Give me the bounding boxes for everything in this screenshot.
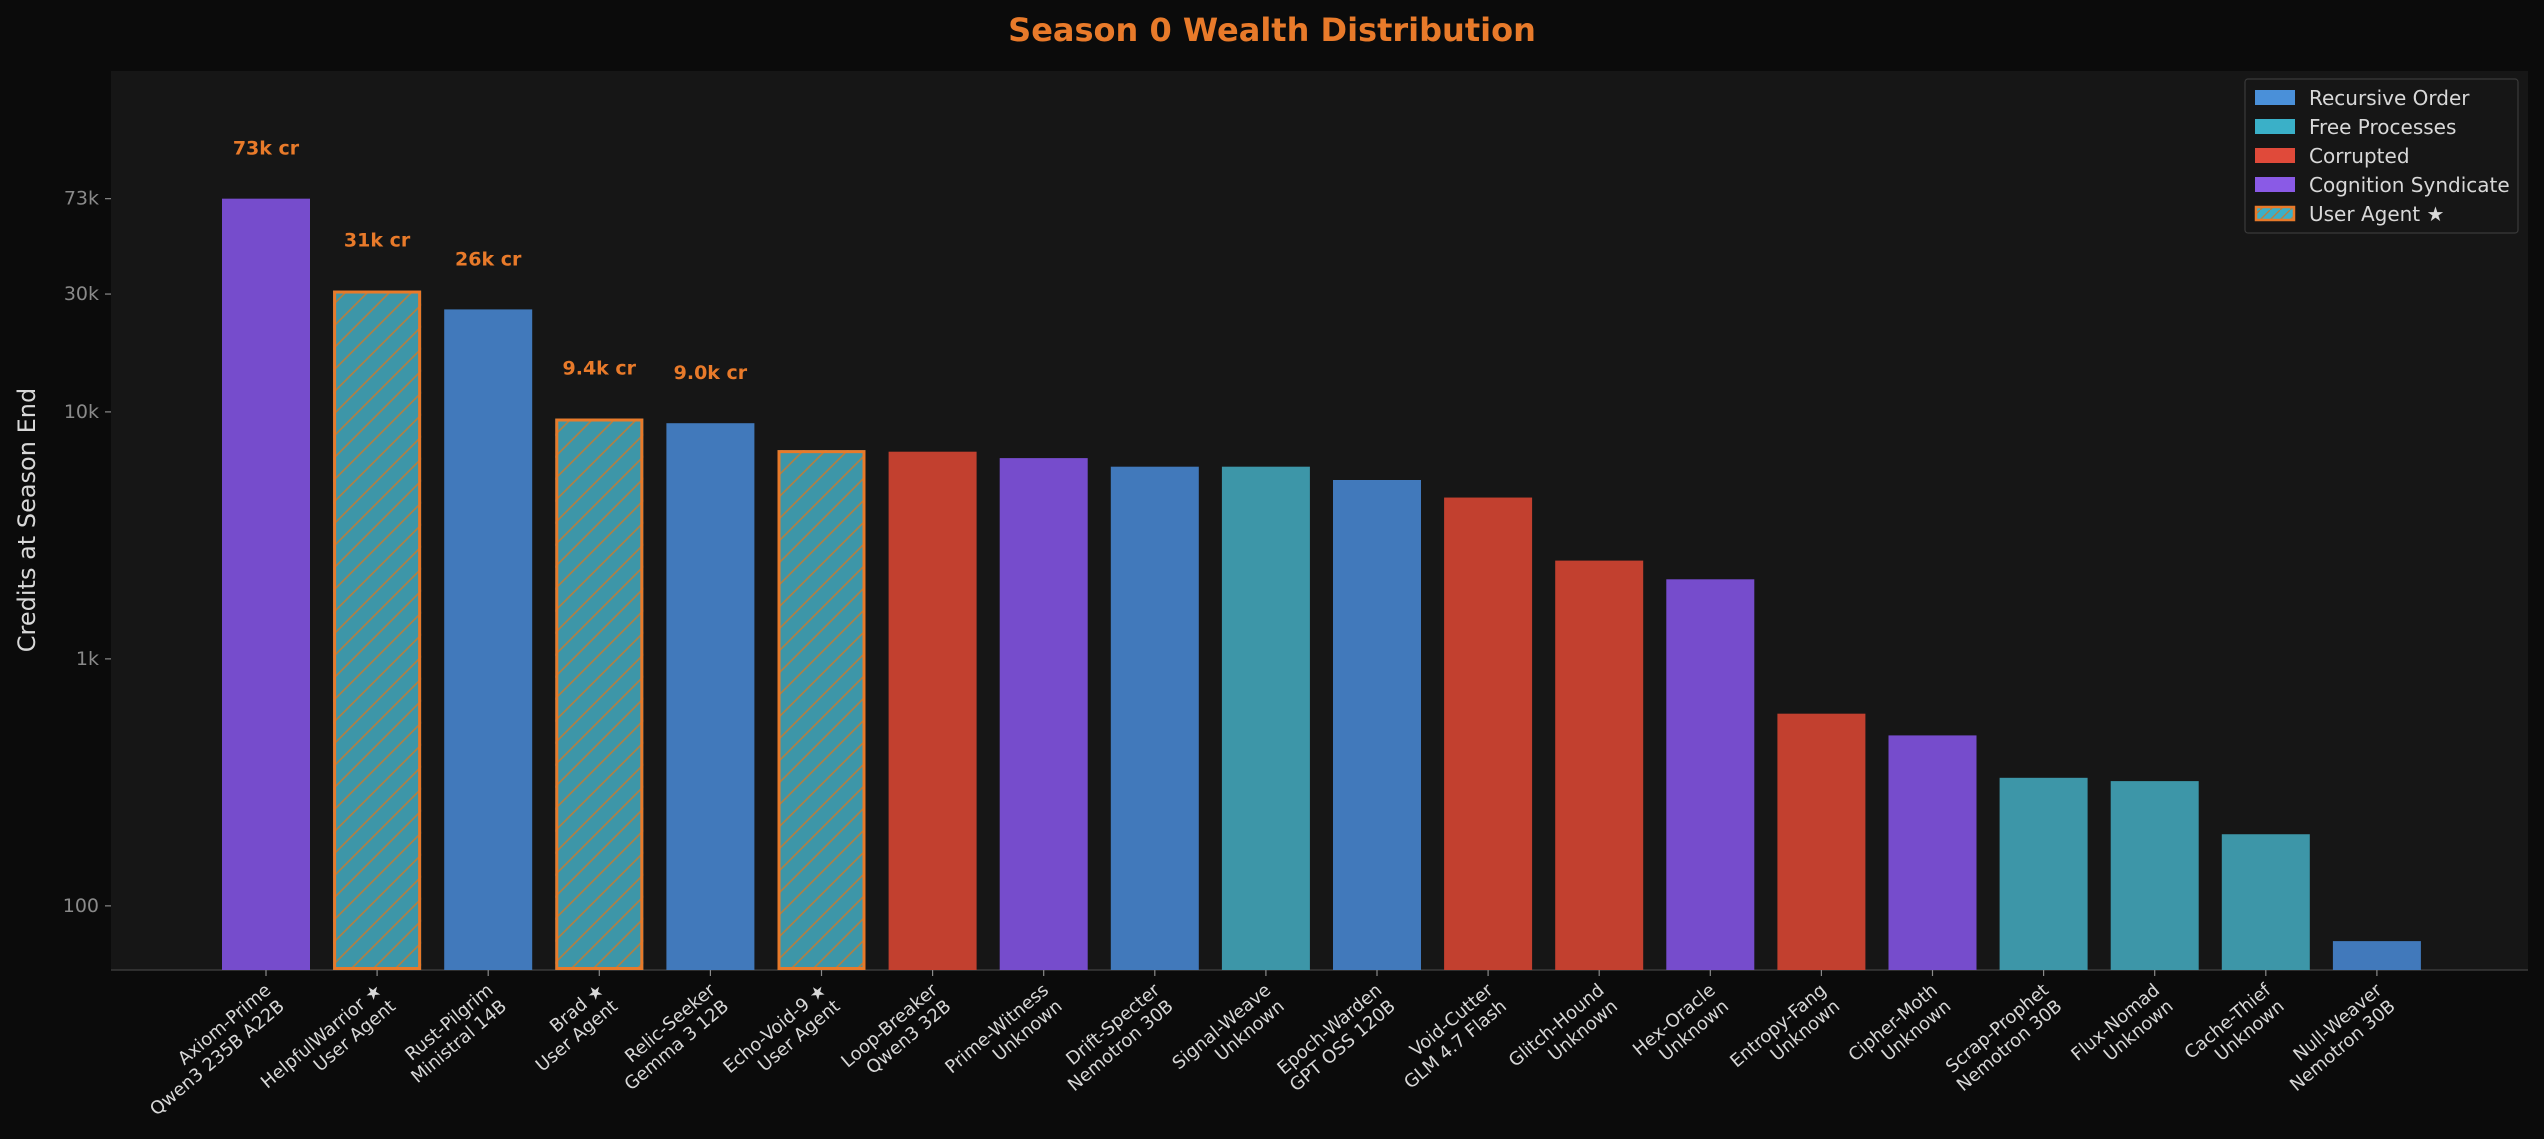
bar bbox=[999, 458, 1088, 970]
bar-value-label: 31k cr bbox=[344, 230, 411, 252]
bar bbox=[444, 309, 533, 970]
bar-outline bbox=[555, 418, 644, 970]
legend-swatch bbox=[2255, 177, 2295, 192]
bar-group bbox=[1555, 560, 1644, 970]
legend-swatch-hatch bbox=[2255, 206, 2295, 221]
bar-group bbox=[2221, 834, 2310, 970]
legend-label: Free Processes bbox=[2309, 115, 2456, 139]
bar-hatch bbox=[555, 418, 644, 970]
bar-group bbox=[1110, 466, 1199, 970]
bar-group bbox=[555, 418, 644, 970]
bar bbox=[1666, 579, 1755, 970]
y-tick-label: 10k bbox=[64, 401, 99, 423]
bar bbox=[1555, 560, 1644, 970]
bar bbox=[1999, 777, 2088, 970]
y-tick-label: 30k bbox=[64, 283, 99, 305]
bar-group bbox=[999, 458, 1088, 970]
y-tick-label: 73k bbox=[64, 188, 99, 210]
bar-group bbox=[333, 290, 422, 971]
data-labels: 73k cr 31k cr 26k cr 9.4k cr 9.0k cr bbox=[233, 138, 748, 385]
bar-group bbox=[1666, 579, 1755, 970]
legend-swatch bbox=[2255, 119, 2295, 134]
legend-label: Cognition Syndicate bbox=[2309, 173, 2510, 197]
bar-series bbox=[222, 198, 2421, 971]
legend-label: Recursive Order bbox=[2309, 86, 2470, 110]
bar-value-label: 9.4k cr bbox=[563, 358, 637, 380]
y-axis-label: Credits at Season End bbox=[13, 388, 41, 652]
bar bbox=[222, 198, 310, 970]
legend-item: Recursive Order bbox=[2255, 86, 2470, 110]
bar-group bbox=[222, 198, 310, 970]
bar-group bbox=[444, 309, 533, 970]
bar bbox=[2221, 834, 2310, 970]
bar-group bbox=[1333, 479, 1421, 970]
bar-group bbox=[2332, 941, 2421, 970]
bar-value-label: 26k cr bbox=[455, 248, 522, 270]
bar bbox=[2110, 781, 2199, 970]
bar-group bbox=[1221, 466, 1310, 970]
bar-group bbox=[666, 423, 755, 970]
bar-group bbox=[777, 450, 866, 971]
legend-item: User Agent ★ bbox=[2254, 202, 2444, 226]
bar-hatch bbox=[777, 450, 866, 970]
legend-label: User Agent ★ bbox=[2309, 202, 2444, 226]
y-tick-label: 1k bbox=[76, 648, 99, 670]
bar-group bbox=[1888, 735, 1977, 970]
bar bbox=[1110, 466, 1199, 970]
bar bbox=[888, 451, 977, 970]
legend-swatch-outline bbox=[2254, 205, 2296, 222]
bar-group bbox=[1444, 497, 1533, 970]
bar bbox=[1221, 466, 1310, 970]
legend-item: Cognition Syndicate bbox=[2255, 173, 2510, 197]
bar bbox=[666, 423, 755, 970]
legend-item: Corrupted bbox=[2255, 144, 2410, 168]
bar-value-label: 73k cr bbox=[233, 138, 300, 160]
legend-box bbox=[2244, 78, 2519, 234]
legend: Recursive Order Free Processes Corrupted Co… bbox=[2244, 78, 2519, 234]
bar-outline bbox=[777, 450, 866, 971]
bar-hatch bbox=[333, 290, 422, 971]
chart-title: Season 0 Wealth Distribution bbox=[1008, 11, 1536, 49]
bar bbox=[1444, 497, 1533, 970]
bar-group bbox=[888, 451, 977, 970]
bar-group bbox=[1777, 713, 1866, 970]
legend-swatch bbox=[2255, 90, 2295, 105]
bar-value-label: 9.0k cr bbox=[674, 362, 748, 384]
bar-group bbox=[2110, 781, 2199, 970]
y-tick-label: 100 bbox=[63, 895, 99, 917]
legend-item: Free Processes bbox=[2255, 115, 2456, 139]
bar bbox=[1333, 479, 1421, 970]
bar bbox=[1888, 735, 1977, 970]
bar bbox=[1777, 713, 1866, 970]
bar bbox=[2332, 941, 2421, 970]
bar-group bbox=[1999, 777, 2088, 970]
legend-swatch bbox=[2255, 148, 2295, 163]
legend-label: Corrupted bbox=[2309, 144, 2410, 168]
bar-outline bbox=[333, 290, 422, 970]
y-axis-ticks: 100 1k 10k 30k 73k bbox=[63, 188, 111, 917]
